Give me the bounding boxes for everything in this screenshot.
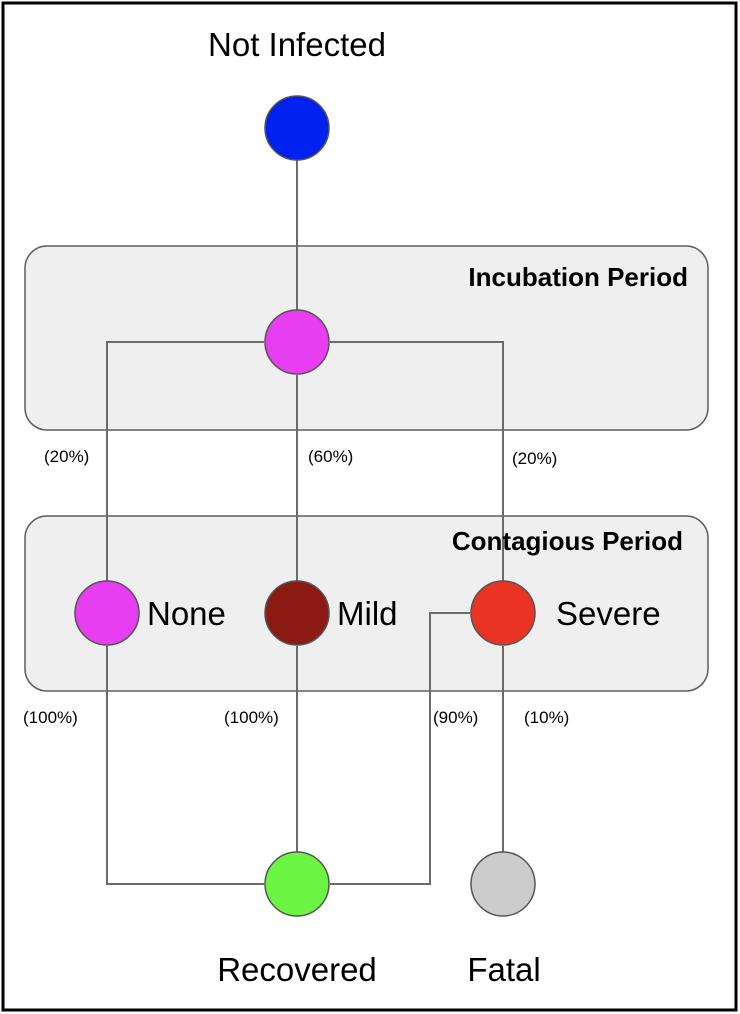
pct-severe-to-recovered: (90%) <box>433 708 478 727</box>
edge-none-to-recovered <box>106 646 264 885</box>
severe-label: Severe <box>556 595 661 632</box>
pct-none-to-recovered: (100%) <box>23 708 78 727</box>
severe-node <box>470 580 536 646</box>
fatal-node <box>470 851 536 917</box>
pct-to-mild: (60%) <box>308 447 353 466</box>
edge-severe-to-recovered <box>330 612 470 885</box>
pct-to-none: (20%) <box>44 447 89 466</box>
pct-to-severe: (20%) <box>512 449 557 468</box>
recovered-label: Recovered <box>217 951 377 988</box>
pct-severe-to-fatal: (10%) <box>524 708 569 727</box>
incubation-period-label: Incubation Period <box>468 262 688 292</box>
contagious-period-box <box>24 515 709 692</box>
mild-label: Mild <box>337 595 398 632</box>
fatal-label: Fatal <box>467 951 540 988</box>
mild-node <box>264 580 330 646</box>
edge-incubating-to-severe <box>330 341 504 581</box>
pct-mild-to-recovered: (100%) <box>224 708 279 727</box>
incubating-node <box>264 309 330 375</box>
contagious-period-label: Contagious Period <box>452 526 683 556</box>
incubation-period-box <box>24 245 709 431</box>
edges <box>106 160 504 885</box>
recovered-node <box>264 851 330 917</box>
none-node <box>74 580 140 646</box>
none-label: None <box>147 595 226 632</box>
not-infected-label: Not Infected <box>208 26 386 63</box>
not-infected-node <box>264 95 330 161</box>
edge-incubating-to-none <box>106 341 264 582</box>
